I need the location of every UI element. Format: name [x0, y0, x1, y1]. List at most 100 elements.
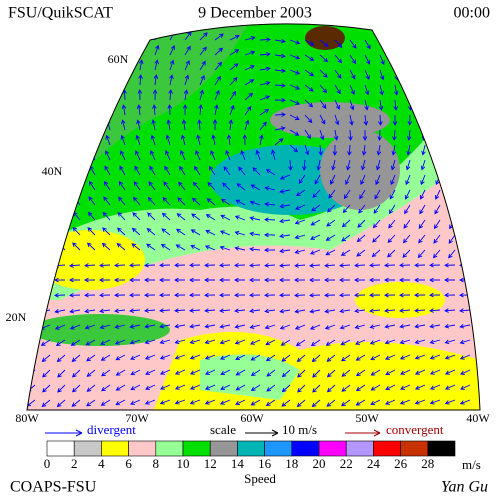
wind-arrow: [249, 231, 261, 237]
wind-arrow: [61, 74, 67, 86]
wind-arrow: [249, 308, 261, 314]
wind-arrow: [265, 339, 276, 346]
wind-arrow: [159, 399, 171, 405]
colorbar-box: [427, 440, 456, 457]
wind-arrow: [168, 89, 173, 101]
wind-arrow: [434, 204, 441, 215]
colorbar-box: [400, 440, 429, 457]
wind-arrow: [107, 89, 112, 101]
wind-arrow: [39, 292, 51, 298]
wind-arrow: [354, 277, 366, 283]
wind-arrow: [136, 119, 141, 131]
wind-arrow: [57, 369, 66, 378]
wind-arrow: [433, 234, 441, 244]
wind-arrow: [219, 245, 231, 251]
wind-arrow: [60, 150, 66, 161]
wind-arrow: [334, 114, 340, 126]
wind-arrow: [54, 308, 66, 314]
wind-arrow: [249, 339, 261, 345]
wind-arrow: [234, 263, 246, 268]
wind-arrow: [174, 369, 186, 375]
wind-arrow: [147, 196, 156, 206]
wind-arrow: [29, 180, 36, 191]
colorbar-box: [291, 440, 320, 457]
wind-arrow: [249, 277, 261, 283]
wind-arrow: [10, 325, 20, 329]
wind-arrow: [295, 204, 306, 210]
wind-arrow: [355, 354, 366, 361]
wind-arrow: [418, 234, 426, 244]
lon-label: 50W: [355, 411, 379, 425]
wind-arrow: [264, 324, 276, 330]
wind-arrow: [274, 68, 286, 74]
lat-label: 20N: [6, 310, 27, 324]
wind-arrow: [117, 227, 126, 236]
wind-arrow: [189, 354, 201, 360]
land: [30, 314, 170, 346]
wind-arrow: [464, 204, 471, 215]
wind-arrow: [199, 32, 208, 41]
wind-arrow: [129, 324, 141, 329]
wind-arrow: [144, 262, 156, 268]
wind-arrow: [31, 74, 37, 86]
wind-arrow: [106, 104, 112, 116]
wind-arrow: [27, 354, 36, 362]
wind-arrow: [214, 104, 219, 116]
wind-arrow: [259, 121, 267, 131]
wind-arrow: [288, 159, 293, 171]
wind-arrow: [72, 242, 81, 251]
wind-arrow: [105, 150, 111, 161]
wind-arrow: [356, 234, 366, 243]
wind-arrow: [429, 399, 441, 405]
wind-arrow: [294, 263, 306, 268]
wind-arrow: [349, 99, 355, 111]
wind-arrow: [219, 277, 231, 283]
wind-arrow: [279, 308, 291, 314]
wind-arrow: [32, 44, 38, 56]
wind-arrow: [364, 39, 371, 50]
wind-arrow: [219, 324, 231, 329]
wind-arrow: [14, 227, 20, 235]
wind-arrow: [84, 277, 96, 283]
wind-arrow: [466, 144, 471, 156]
wind-arrow: [114, 324, 126, 329]
wind-arrow: [84, 292, 96, 298]
wind-arrow: [61, 104, 66, 116]
wind-arrow: [130, 369, 141, 376]
wind-arrow: [409, 54, 414, 66]
wind-arrow: [47, 44, 53, 56]
wind-arrow: [104, 165, 111, 176]
wind-arrow: [144, 292, 156, 298]
wind-arrow: [406, 144, 411, 156]
wind-arrow: [27, 308, 36, 314]
wind-arrow: [345, 174, 351, 185]
wind-arrow: [44, 180, 51, 191]
land: [305, 26, 345, 50]
wind-arrow: [152, 89, 158, 101]
lon-label: 40W: [466, 411, 490, 425]
wind-arrow: [355, 339, 366, 345]
wind-arrow: [69, 324, 81, 330]
wind-arrow: [129, 339, 141, 345]
wind-arrow: [174, 323, 186, 329]
wind-arrow: [175, 228, 186, 236]
wind-arrow: [424, 39, 430, 51]
wind-arrow: [229, 34, 240, 41]
wind-arrow: [212, 119, 218, 131]
wind-arrow: [264, 201, 276, 207]
wind-arrow: [160, 244, 171, 251]
wind-arrow: [450, 189, 456, 200]
wind-arrow: [309, 277, 321, 283]
wind-arrow: [310, 219, 321, 226]
wind-arrow: [435, 189, 441, 200]
wind-arrow: [229, 77, 238, 86]
wind-arrow: [414, 369, 426, 375]
wind-arrow: [249, 200, 261, 206]
wind-arrow: [159, 323, 171, 329]
wind-arrow: [333, 129, 339, 141]
wind-arrow: [452, 99, 458, 111]
wind-arrow: [144, 308, 156, 313]
wind-arrow: [375, 159, 381, 171]
wind-arrow: [99, 308, 111, 314]
unit-label: m/s: [462, 457, 481, 472]
